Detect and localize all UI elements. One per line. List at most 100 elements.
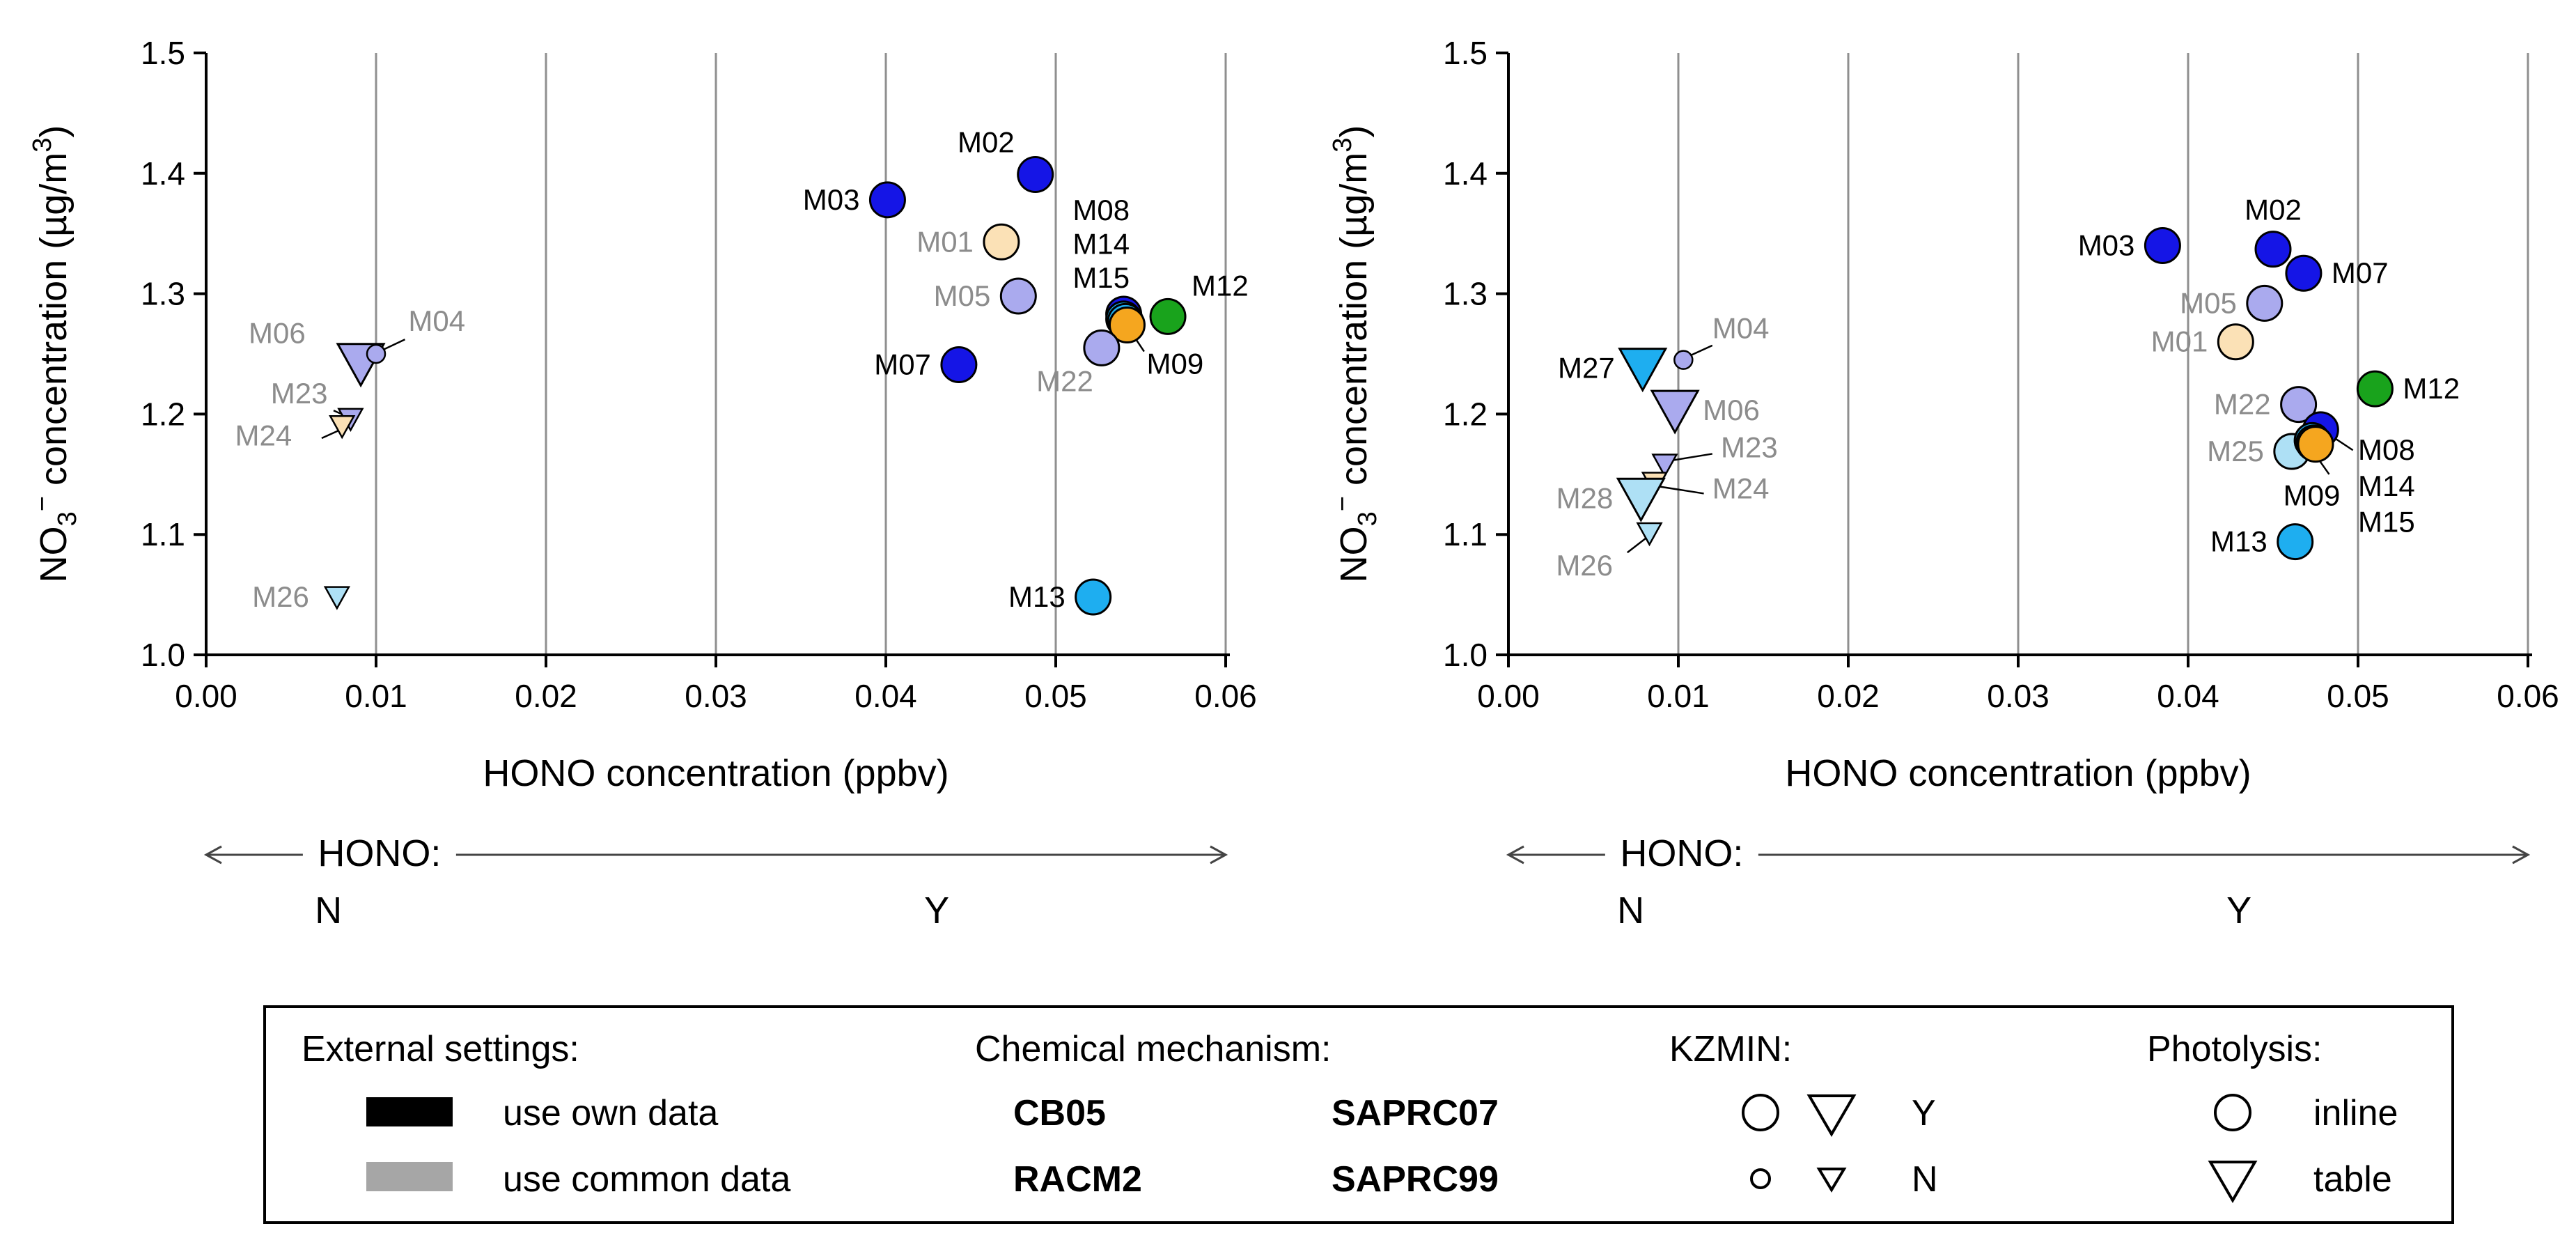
hono-axis-label: HONO:: [318, 832, 441, 874]
point-annotation-m24: M24: [235, 419, 292, 451]
hono-no-label: N: [315, 890, 342, 931]
y-axis-label-part: concentration (µg/m: [1333, 153, 1375, 496]
point-label-m02: M02: [958, 126, 1015, 159]
y-axis-label-part: −: [28, 496, 57, 511]
point-annotation-m14: M14: [1072, 228, 1130, 261]
point-label-m03: M03: [803, 183, 860, 216]
legend-frame: [263, 1005, 2454, 1224]
point-label-m05: M05: [2180, 286, 2237, 319]
legend-saprc07: SAPRC07: [1332, 1093, 1499, 1133]
point-annotation-m14: M14: [2358, 470, 2415, 502]
point-label-m28: M28: [1556, 481, 1614, 514]
point-label-m13: M13: [1008, 580, 1065, 613]
x-tick-label: 0.01: [1647, 678, 1710, 714]
legend: External settings: use own data use comm…: [263, 1005, 2454, 1224]
point-label-m05: M05: [934, 279, 991, 312]
y-axis-label-part: concentration (µg/m: [33, 153, 75, 496]
point-label-m25: M25: [2207, 435, 2264, 467]
legend-table-triangle-icon: [2208, 1161, 2258, 1203]
data-point-m12: [1149, 297, 1187, 335]
legend-kz-y-circle-icon: [1742, 1094, 1779, 1131]
legend-saprc99: SAPRC99: [1332, 1159, 1499, 1200]
arrowhead-right-icon: [2512, 845, 2531, 865]
label-leader-line: [1657, 485, 1704, 495]
point-label-m07: M07: [2332, 256, 2389, 289]
label-leader-line: [1668, 453, 1713, 463]
arrowhead-right-icon: [1210, 845, 1228, 865]
x-tick-label: 0.03: [685, 678, 747, 714]
legend-common-label: use common data: [503, 1159, 790, 1200]
point-label-m27: M27: [1558, 352, 1615, 385]
y-axis-label-part: NO: [1333, 526, 1375, 582]
data-point-m23: [1651, 454, 1678, 478]
point-label-m02: M02: [2245, 194, 2302, 226]
legend-kz-n: N: [1912, 1159, 1938, 1200]
x-tick-label: 0.06: [1194, 678, 1257, 714]
data-point-m28: [1616, 477, 1666, 522]
point-label-m12: M12: [1192, 269, 1249, 302]
point-label-m03: M03: [2078, 229, 2135, 261]
y-tick-label: 1.5: [1443, 35, 1488, 71]
point-label-m01: M01: [916, 225, 974, 258]
x-tick-label: 0.03: [1987, 678, 2050, 714]
legend-photolysis-title: Photolysis:: [2147, 1029, 2322, 1069]
arrowhead-left-icon: [1506, 845, 1524, 865]
data-point-m09: [2297, 426, 2334, 463]
legend-own-label: use own data: [503, 1093, 718, 1133]
legend-common-swatch: [366, 1162, 453, 1191]
y-tick-label: 1.1: [1443, 516, 1488, 552]
legend-external-title: External settings:: [302, 1029, 579, 1069]
point-annotation-m15: M15: [2358, 506, 2415, 539]
legend-inline-circle-icon: [2214, 1094, 2251, 1131]
legend-kz-n-circle-icon: [1750, 1168, 1771, 1189]
legend-mechanism-title: Chemical mechanism:: [975, 1029, 1332, 1069]
point-label-m22: M22: [1036, 364, 1093, 397]
point-label-m09: M09: [1146, 348, 1203, 380]
y-axis-label-part: 3: [1328, 138, 1357, 153]
data-point-m27: [1618, 348, 1668, 393]
legend-own-swatch: [366, 1097, 453, 1126]
arrowhead-left-icon: [203, 845, 222, 865]
x-tick-label: 0.01: [345, 678, 407, 714]
data-point-m04: [1673, 350, 1694, 370]
x-tick-label: 0.04: [854, 678, 917, 714]
data-point-m05: [999, 277, 1037, 315]
y-axis-label-part: 3: [28, 138, 57, 153]
data-point-m02: [1017, 156, 1054, 194]
y-tick-label: 1.3: [141, 276, 185, 312]
y-axis-label-part: ): [33, 125, 75, 138]
legend-inline: inline: [2313, 1093, 2398, 1133]
hono-axis-label: HONO:: [1620, 832, 1743, 874]
hono-yes-label: Y: [2226, 890, 2251, 931]
point-label-m07: M07: [874, 348, 931, 381]
y-tick-label: 1.0: [1443, 637, 1488, 673]
y-axis-label: NO3− concentration (µg/m3): [28, 125, 82, 583]
data-point-m24: [329, 415, 356, 440]
legend-table: table: [2313, 1159, 2392, 1200]
x-tick-label: 0.00: [1477, 678, 1540, 714]
label-leader-line: [321, 428, 341, 440]
data-point-m22: [1083, 329, 1121, 366]
data-point-m07: [940, 346, 978, 384]
label-leader-line: [1627, 537, 1647, 554]
x-axis-label: HONO concentration (ppbv): [1785, 752, 2251, 794]
point-label-m12: M12: [2403, 372, 2460, 405]
x-tick-label: 0.02: [1817, 678, 1880, 714]
data-point-m04: [366, 343, 387, 364]
data-point-m01: [983, 223, 1020, 261]
y-tick-label: 1.2: [1443, 396, 1488, 432]
data-point-m12: [2356, 370, 2394, 408]
y-axis-label-part: NO: [33, 526, 75, 582]
point-annotation-m24: M24: [1712, 472, 1770, 504]
y-tick-label: 1.4: [1443, 155, 1488, 192]
data-point-m02: [2254, 231, 2292, 268]
legend-kzmin-title: KZMIN:: [1669, 1029, 1792, 1069]
left-scatter-panel: 0.00 0.01 0.02 0.03 0.04 0.05 0.06 1.0 1.1 1.2 1.3…: [28, 35, 1257, 931]
point-label-m26: M26: [252, 580, 309, 613]
y-tick-label: 1.0: [141, 637, 185, 673]
data-point-m03: [868, 181, 906, 219]
hono-no-label: N: [1617, 890, 1644, 931]
y-tick-label: 1.2: [141, 396, 185, 432]
x-tick-label: 0.05: [1024, 678, 1087, 714]
